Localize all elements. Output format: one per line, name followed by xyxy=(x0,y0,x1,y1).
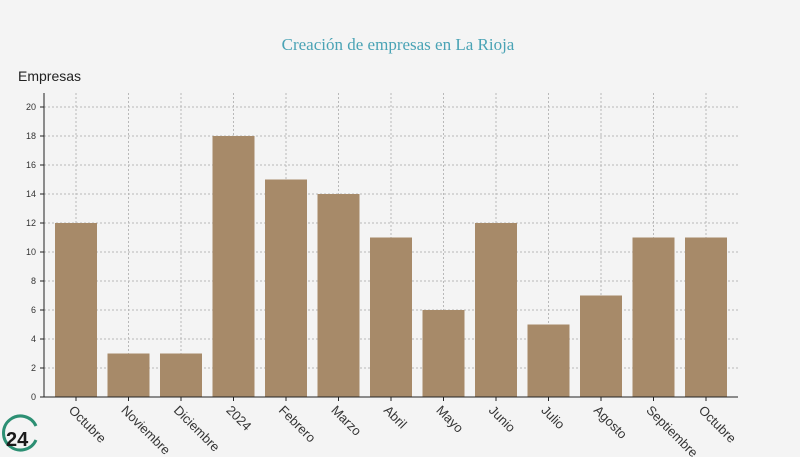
bar-12 xyxy=(685,237,727,397)
y-tick-label: 20 xyxy=(26,102,36,112)
bar-4 xyxy=(265,179,307,397)
y-tick-label: 14 xyxy=(26,189,36,199)
x-tick-label: Mayo xyxy=(433,403,466,436)
x-tick-label: Octubre xyxy=(696,403,739,446)
logo-text: 24 xyxy=(6,429,29,451)
bar-2 xyxy=(160,353,202,397)
y-tick-label: 16 xyxy=(26,160,36,170)
bars xyxy=(55,136,727,397)
y-tick-label: 8 xyxy=(31,276,36,286)
bar-1 xyxy=(107,353,150,397)
y-axis-label: Empresas xyxy=(18,68,81,84)
x-tick-label: Septiembre xyxy=(643,403,701,457)
bar-9 xyxy=(527,324,570,397)
bar-5 xyxy=(317,194,360,397)
chart-title: Creación de empresas en La Rioja xyxy=(282,35,515,54)
x-tick-label: Noviembre xyxy=(118,403,173,457)
x-tick-label: Febrero xyxy=(276,403,319,446)
site-logo: 24 xyxy=(2,414,38,452)
y-tick-label: 4 xyxy=(31,334,36,344)
y-tick-label: 2 xyxy=(31,363,36,373)
bar-6 xyxy=(370,237,412,397)
x-tick-label: Agosto xyxy=(591,403,630,442)
x-tick-label: Abril xyxy=(381,403,410,432)
bar-0 xyxy=(55,223,97,397)
x-tick-label: Julio xyxy=(538,403,568,433)
bar-11 xyxy=(632,237,675,397)
x-tick-label: Junio xyxy=(486,403,519,436)
bar-3 xyxy=(212,136,255,397)
y-ticks: 0 2 4 6 8 10 12 14 16 18 20 xyxy=(26,102,44,402)
bar-8 xyxy=(475,223,517,397)
x-tick-label: 2024 xyxy=(223,403,254,434)
x-tick-label: Diciembre xyxy=(171,403,223,455)
y-tick-label: 10 xyxy=(26,247,36,257)
y-tick-label: 0 xyxy=(31,392,36,402)
x-tick-label: Marzo xyxy=(328,403,364,439)
x-tick-label: Octubre xyxy=(66,403,109,446)
y-tick-label: 18 xyxy=(26,131,36,141)
bar-10 xyxy=(580,295,622,397)
logo-ring-icon xyxy=(2,414,38,452)
y-tick-label: 6 xyxy=(31,305,36,315)
bar-7 xyxy=(422,310,465,397)
y-tick-label: 12 xyxy=(26,218,36,228)
